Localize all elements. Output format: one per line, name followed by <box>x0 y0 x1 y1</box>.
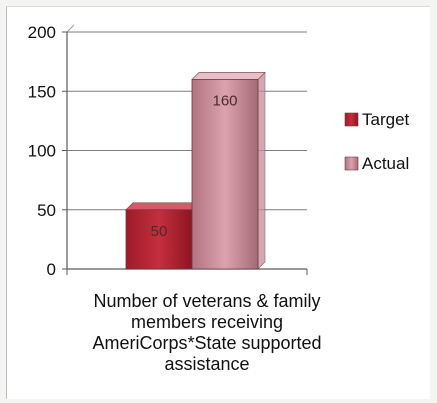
bar-chart: 0 50 100 150 200 50 160 Target Actual <box>28 23 410 279</box>
bar-target <box>125 209 193 270</box>
y-tick-label: 50 <box>37 201 56 220</box>
data-label-actual: 160 <box>212 92 237 109</box>
legend-swatch-target <box>344 112 359 127</box>
x-axis-label: Number of veterans & family members rece… <box>92 291 322 374</box>
bar-top-actual <box>191 72 266 80</box>
bar-actual <box>191 79 259 270</box>
y-tick-label: 150 <box>28 82 56 101</box>
data-label-target: 50 <box>151 223 168 240</box>
legend-swatch-actual <box>344 156 359 171</box>
chart-panel: 0 50 100 150 200 50 160 Target Actual Number o… <box>6 6 430 399</box>
y-tick-label: 100 <box>28 142 56 161</box>
y-tick-label: 0 <box>47 260 56 279</box>
legend-label-actual: Actual <box>362 154 409 173</box>
y-tick-label: 200 <box>28 23 56 42</box>
bar-side-actual <box>257 71 266 270</box>
bar-top-target <box>125 202 200 211</box>
legend-label-target: Target <box>362 110 410 129</box>
wall-edge <box>66 24 75 33</box>
